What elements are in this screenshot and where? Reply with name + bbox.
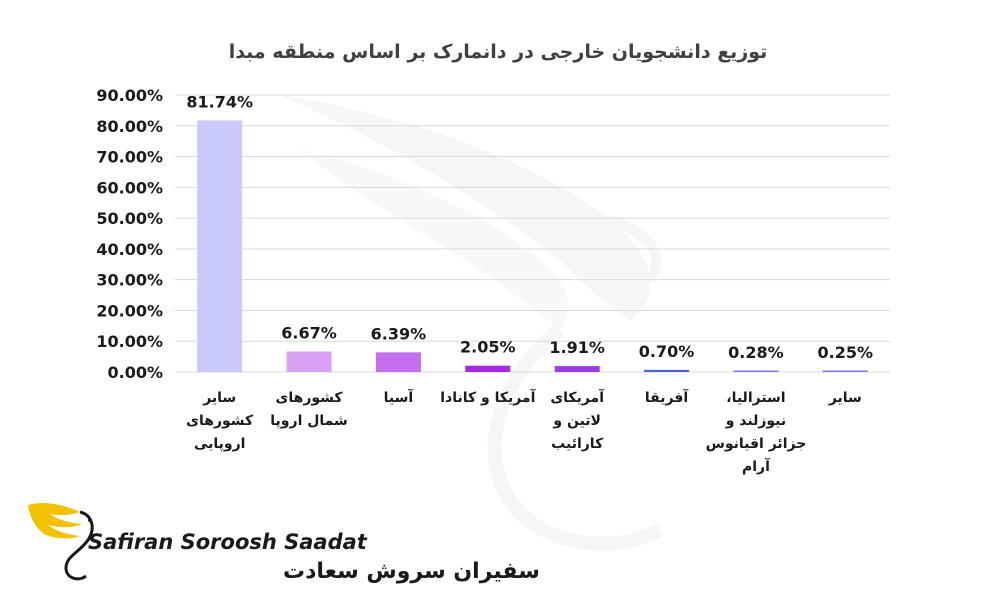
bar [197,120,243,372]
data-label: 0.28% [728,343,784,362]
bar [554,366,600,372]
chart-title: توزیع دانشجویان خارجی در دانمارک بر اساس… [229,41,768,63]
category-label: استرالیا، [726,390,785,406]
data-label: 2.05% [460,338,516,357]
category-label: آمریکای [550,388,605,406]
data-labels: 81.74% 6.67% 6.39% 2.05% 1.91% 0.70% 0.28% 0.25… [186,92,873,362]
category-label: لاتین و [552,413,601,429]
y-axis-ticks: 0.00% 10.00% 20.00% 30.00% 40.00% 50.00% 60.00… [96,86,163,382]
category-label: آسیا [384,388,415,406]
data-label: 0.25% [818,343,874,362]
y-tick-label: 80.00% [96,117,163,136]
category-label: کشورهای [186,413,254,429]
gridlines [175,94,890,373]
y-tick-label: 70.00% [96,148,163,167]
category-label: جزائر اقیانوس [706,436,807,452]
wing-logo-icon [28,502,94,581]
y-tick-label: 60.00% [96,178,163,197]
bar [644,369,690,372]
bar [733,370,779,372]
bar [465,365,511,372]
data-label: 81.74% [186,92,253,111]
logo-name-persian: سفیران سروش سعادت [283,559,540,584]
category-label: کارائیب [551,436,604,452]
category-label: آفریقا [645,388,689,406]
bar [822,370,868,372]
data-label: 0.70% [639,342,695,361]
category-label: نیوزلند و [725,413,786,429]
category-label: سایر [202,390,236,406]
category-label: شمال اروپا [270,413,348,429]
data-label: 1.91% [549,338,605,357]
category-label: آمریکا و کانادا [440,388,536,406]
category-label: کشورهای [276,390,344,406]
y-tick-label: 90.00% [96,86,163,105]
logo-name-english: Safiran Soroosh Saadat [88,530,368,554]
bar [375,352,421,372]
category-label: آرام [742,457,771,475]
data-label: 6.39% [371,324,427,343]
y-tick-label: 20.00% [96,301,163,320]
category-label: سایر [828,390,862,406]
y-tick-label: 40.00% [96,240,163,259]
company-logo: Safiran Soroosh Saadat سفیران سروش سعادت [28,502,540,584]
y-tick-label: 50.00% [96,209,163,228]
y-tick-label: 0.00% [107,363,163,382]
category-label: اروپایی [194,436,246,452]
category-labels: سایر کشورهای اروپایی کشورهای شمال اروپا آسیا آ… [186,388,862,475]
y-tick-label: 30.00% [96,271,163,290]
data-label: 6.67% [281,323,337,342]
y-tick-label: 10.00% [96,332,163,351]
bars [197,120,868,372]
bar [286,351,332,372]
watermark-wing-icon [280,95,664,551]
